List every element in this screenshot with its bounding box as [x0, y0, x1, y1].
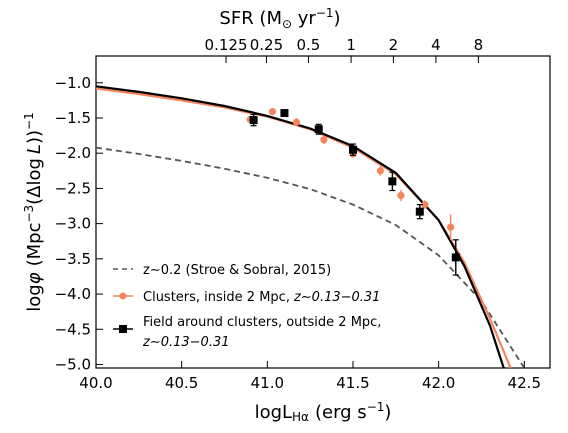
x-tick-label: 41.5 [336, 374, 369, 392]
x-tick-label: 40.5 [165, 374, 198, 392]
clusters-point [397, 191, 405, 200]
clusters-point [268, 108, 277, 116]
top-tick-label: 2 [389, 36, 399, 54]
field-point [314, 125, 323, 134]
y-axis-ticks: −1.0 −1.5 −2.0 −2.5 −3.0 −3.5 −4.0 −4.5 −5.0 [55, 74, 103, 373]
legend-field-z: z∼0.13−0.31 [142, 335, 230, 350]
y-tick-label: −5.0 [55, 355, 91, 373]
y-tick-label: −4.0 [55, 285, 91, 303]
top-tick-label: 4 [431, 36, 441, 54]
y-tick-label: −1.5 [55, 109, 91, 127]
clusters-point [447, 223, 455, 231]
x-tick-label: 42.5 [508, 374, 541, 392]
legend-clusters-marker [119, 292, 127, 300]
y-tick-label: −2.5 [55, 179, 91, 197]
clusters-point [292, 118, 301, 126]
legend-stroe-label: z∼0.2 (Stroe & Sobral, 2015) [143, 263, 331, 278]
y-tick-label: −4.5 [55, 320, 91, 338]
x-tick-label: 41.0 [251, 374, 284, 392]
x-tick-label: 42.0 [422, 374, 455, 392]
y-tick-label: −3.0 [55, 215, 91, 233]
x-axis-title: logLHα (erg s−1) [255, 400, 392, 424]
top-tick-label: 0.25 [250, 36, 283, 54]
top-tick-label: 1 [346, 36, 356, 54]
field-point [249, 116, 258, 125]
legend: z∼0.2 (Stroe & Sobral, 2015) Clusters, i… [113, 263, 381, 350]
field-point [280, 109, 289, 118]
field-point [388, 177, 397, 186]
y-tick-label: −1.0 [55, 74, 91, 92]
clusters-point [320, 136, 328, 144]
clusters-point [421, 201, 429, 209]
stroe-sobral-curve [95, 146, 526, 369]
y-tick-label: −3.5 [55, 250, 91, 268]
curve-layer [95, 85, 526, 369]
top-axis-ticks: 0.125 0.25 0.5 1 2 4 8 [205, 36, 484, 63]
x-axis-ticks: 40.0 40.5 41.0 41.5 42.0 42.5 [79, 361, 541, 392]
field-point [451, 253, 460, 262]
point-layer [246, 108, 460, 276]
plot-frame [95, 55, 551, 369]
top-tick-label: 8 [474, 36, 484, 54]
top-axis-title: SFR (M⊙ yr−1) [219, 6, 340, 31]
top-tick-label: 0.5 [297, 36, 321, 54]
field-point [415, 207, 424, 216]
y-axis-title: logφ(Mpc−3(ΔlogL))−1 [22, 112, 45, 311]
legend-field-label: Field around clusters, outside 2 Mpc, [143, 315, 381, 330]
clusters-point [376, 167, 384, 175]
x-tick-label: 40.0 [79, 374, 112, 392]
legend-field-marker [119, 325, 127, 333]
legend-clusters-label: Clusters, inside 2 Mpc, z∼0.13−0.31 [143, 290, 380, 305]
field-fit-curve [95, 85, 505, 369]
y-tick-label: −2.0 [55, 144, 91, 162]
field-point [348, 145, 357, 154]
top-tick-label: 0.125 [205, 36, 248, 54]
